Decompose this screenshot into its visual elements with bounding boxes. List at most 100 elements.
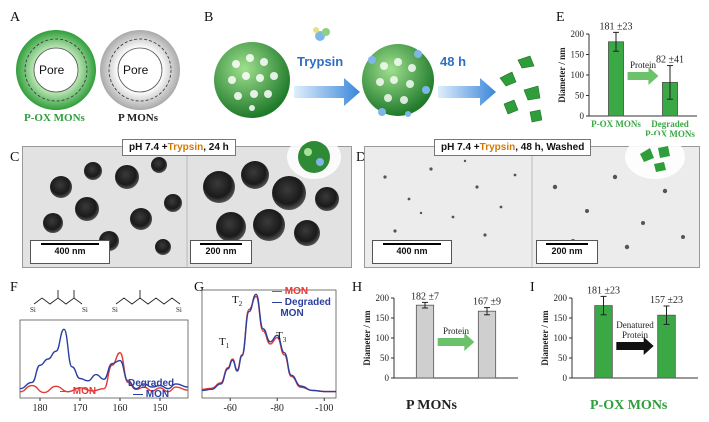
legend-f-mon-label: MON [72, 386, 97, 397]
legend-g-degraded-label: Degraded [284, 297, 331, 308]
caption-p-ox-mons: P-OX MONs [24, 112, 85, 124]
value-label: 182 ±7 [411, 291, 439, 302]
y-tick-label: 150 [571, 50, 585, 60]
value-label: 157 ±23 [650, 295, 683, 306]
y-tick-label: 200 [376, 293, 390, 303]
value-label: 181 ±23 [587, 285, 620, 296]
p-mon-ring [100, 30, 180, 110]
tem-c-banner: pH 7.4 +Trypsin, 24 h [122, 139, 236, 156]
panel-g-letter: G [194, 280, 205, 295]
peak-t2-label: T2 [232, 294, 242, 308]
caption-i: P-OX MONs [590, 398, 668, 413]
legend-f-degraded-label: Degraded [128, 378, 175, 389]
pore-label-left: Pore [39, 63, 65, 77]
peak-t2-sub: 2 [238, 300, 243, 309]
svg-text:Si: Si [112, 306, 118, 314]
scale-bar-c-right: 200 nm [190, 240, 252, 264]
tem-c-banner-suffix: , 24 h [203, 142, 229, 153]
scale-bar-c-left: 400 nm [30, 240, 110, 264]
legend-g-mon: — MON [272, 286, 309, 297]
y-tick-label: 200 [554, 293, 568, 303]
tem-d-banner: pH 7.4 +Trypsin, 48 h, Washed [434, 139, 592, 156]
y-tick-label: 50 [575, 91, 585, 101]
peak-t3-label: T3 [276, 330, 286, 344]
x-tick-label: 180 [33, 403, 48, 414]
process-arrow [616, 337, 654, 355]
time-arrow [438, 78, 496, 106]
x-tick-label: -100 [315, 403, 333, 414]
y-tick-label: 100 [376, 333, 390, 343]
x-tick-label: -60 [224, 403, 237, 414]
panel-a-letter: A [10, 10, 21, 25]
arrow-label: Protein [443, 326, 469, 336]
tem-d-banner-enzyme: Trypsin [479, 142, 516, 153]
tem-c-banner-enzyme: Trypsin [167, 142, 204, 153]
degraded-fragments [499, 55, 542, 123]
series-line [19, 328, 189, 390]
value-label: 181 ±23 [600, 21, 633, 32]
series-line [19, 352, 189, 394]
legend-f-degraded-label-2: MON [145, 389, 170, 400]
trypsin-enzyme-icon [313, 27, 330, 41]
y-tick-label: 0 [563, 373, 568, 383]
tem-d-inset-icon [625, 135, 685, 179]
linker-structures: Si Si Si Si [30, 290, 182, 314]
legend-g-degraded-label-2: MON [280, 308, 304, 319]
y-tick-label: 100 [554, 333, 568, 343]
bar [594, 305, 613, 379]
peak-t2-letter: T [232, 294, 239, 306]
trypsin-label: Trypsin [297, 54, 344, 69]
arrow-label: Denatured [616, 320, 654, 330]
svg-text:Si: Si [82, 306, 88, 314]
y-tick-label: 200 [571, 29, 585, 39]
value-label: 167 ±9 [473, 297, 501, 308]
caption-p-mons: P MONs [118, 112, 159, 124]
svg-text:Si: Si [30, 306, 36, 314]
x-tick-label: 150 [153, 403, 168, 414]
plot-frame [19, 319, 189, 399]
x-tick-label: 160 [113, 403, 128, 414]
trypsin-arrow [294, 78, 360, 106]
peak-t1-letter: T [219, 336, 226, 348]
peak-t3-letter: T [276, 330, 283, 342]
panel-e-letter: E [556, 10, 565, 25]
plot-frame [201, 289, 337, 399]
tem-d-banner-suffix: , 48 h, Washed [515, 142, 585, 153]
process-arrow [437, 333, 475, 351]
scale-bar-d-right: 200 nm [536, 240, 598, 264]
chart-h-diameter: 0 50 100 150 200 Diameter / nm 182 ±7 167 ±9 Pro… [362, 291, 518, 383]
y-tick-label: 0 [580, 111, 585, 121]
y-axis-title: Diameter / nm [362, 310, 372, 366]
y-tick-label: 150 [554, 313, 568, 323]
intact-nanoparticle [214, 42, 290, 118]
svg-text:Si: Si [176, 306, 182, 314]
panel-h-letter: H [352, 280, 363, 295]
chart-e-diameter: 0 50 100 150 200 Diameter / nm 181 ±23 P-OX MON… [557, 21, 697, 139]
scale-label-d-left: 400 nm [396, 246, 428, 256]
bar [415, 304, 435, 379]
arrow-label: Protein [622, 330, 648, 340]
panel-d-letter: D [356, 150, 367, 165]
tem-c-inset-icon [287, 135, 341, 179]
bar [608, 41, 624, 117]
legend-g: — MON — Degraded MON [272, 286, 331, 319]
scale-label-d-right: 200 nm [551, 246, 583, 256]
caption-h: P MONs [406, 398, 457, 413]
panel-i-letter: I [530, 280, 535, 295]
degradation-scheme [214, 27, 542, 123]
peak-t1-label: T1 [219, 336, 229, 350]
time-label: 48 h [440, 54, 467, 69]
peak-t3-sub: 3 [282, 336, 287, 345]
arrow-label: Protein [630, 60, 656, 70]
p-ox-mon-ring [16, 30, 96, 110]
enzyme-coated-nanoparticle [362, 44, 434, 117]
chart-g-nmr: -60 -80 -100 [201, 289, 337, 414]
x-tick-label: 170 [73, 403, 88, 414]
panel-f-letter: F [10, 280, 18, 295]
pore-label-right: Pore [123, 63, 149, 77]
legend-g-degraded: — Degraded MON [272, 297, 331, 319]
process-arrow [627, 67, 659, 85]
value-label: 82 ±41 [656, 55, 684, 66]
series-line [201, 293, 336, 393]
scale-bar-d-left: 400 nm [372, 240, 452, 264]
